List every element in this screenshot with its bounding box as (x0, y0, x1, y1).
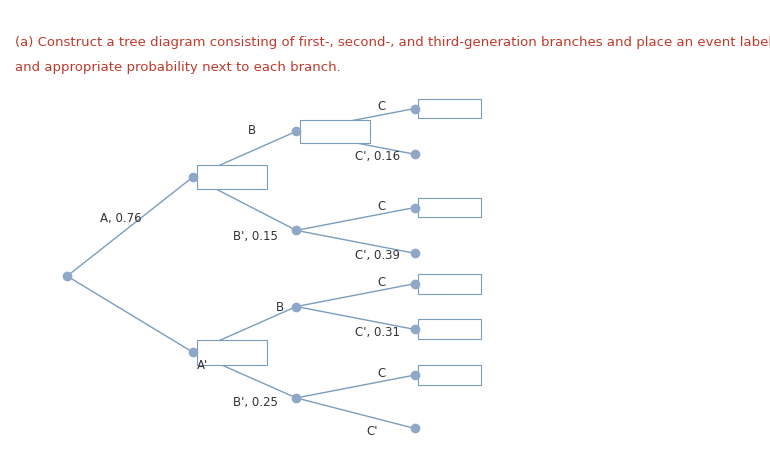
Text: B: B (276, 301, 283, 314)
Text: B: B (248, 124, 256, 137)
Text: C', 0.39: C', 0.39 (356, 249, 400, 262)
Text: C: C (377, 100, 386, 113)
Text: C', 0.31: C', 0.31 (356, 326, 400, 338)
Bar (196, 165, 266, 189)
Text: B', 0.25: B', 0.25 (233, 396, 278, 409)
Bar (418, 198, 481, 218)
Bar (418, 274, 481, 294)
Text: C: C (377, 367, 386, 380)
Text: C': C' (367, 425, 378, 437)
Text: C: C (377, 200, 386, 213)
Bar (418, 99, 481, 119)
Text: C', 0.16: C', 0.16 (356, 149, 400, 163)
Text: B', 0.15: B', 0.15 (233, 229, 278, 243)
Text: A': A' (196, 359, 208, 372)
Bar (418, 319, 481, 339)
Text: C: C (377, 276, 386, 289)
Bar (196, 340, 266, 365)
Text: A, 0.76: A, 0.76 (100, 212, 142, 226)
Text: (a) Construct a tree diagram consisting of first-, second-, and third-generation: (a) Construct a tree diagram consisting … (15, 36, 770, 49)
Bar (418, 365, 481, 385)
Text: and appropriate probability next to each branch.: and appropriate probability next to each… (15, 61, 341, 74)
Bar (300, 120, 370, 143)
